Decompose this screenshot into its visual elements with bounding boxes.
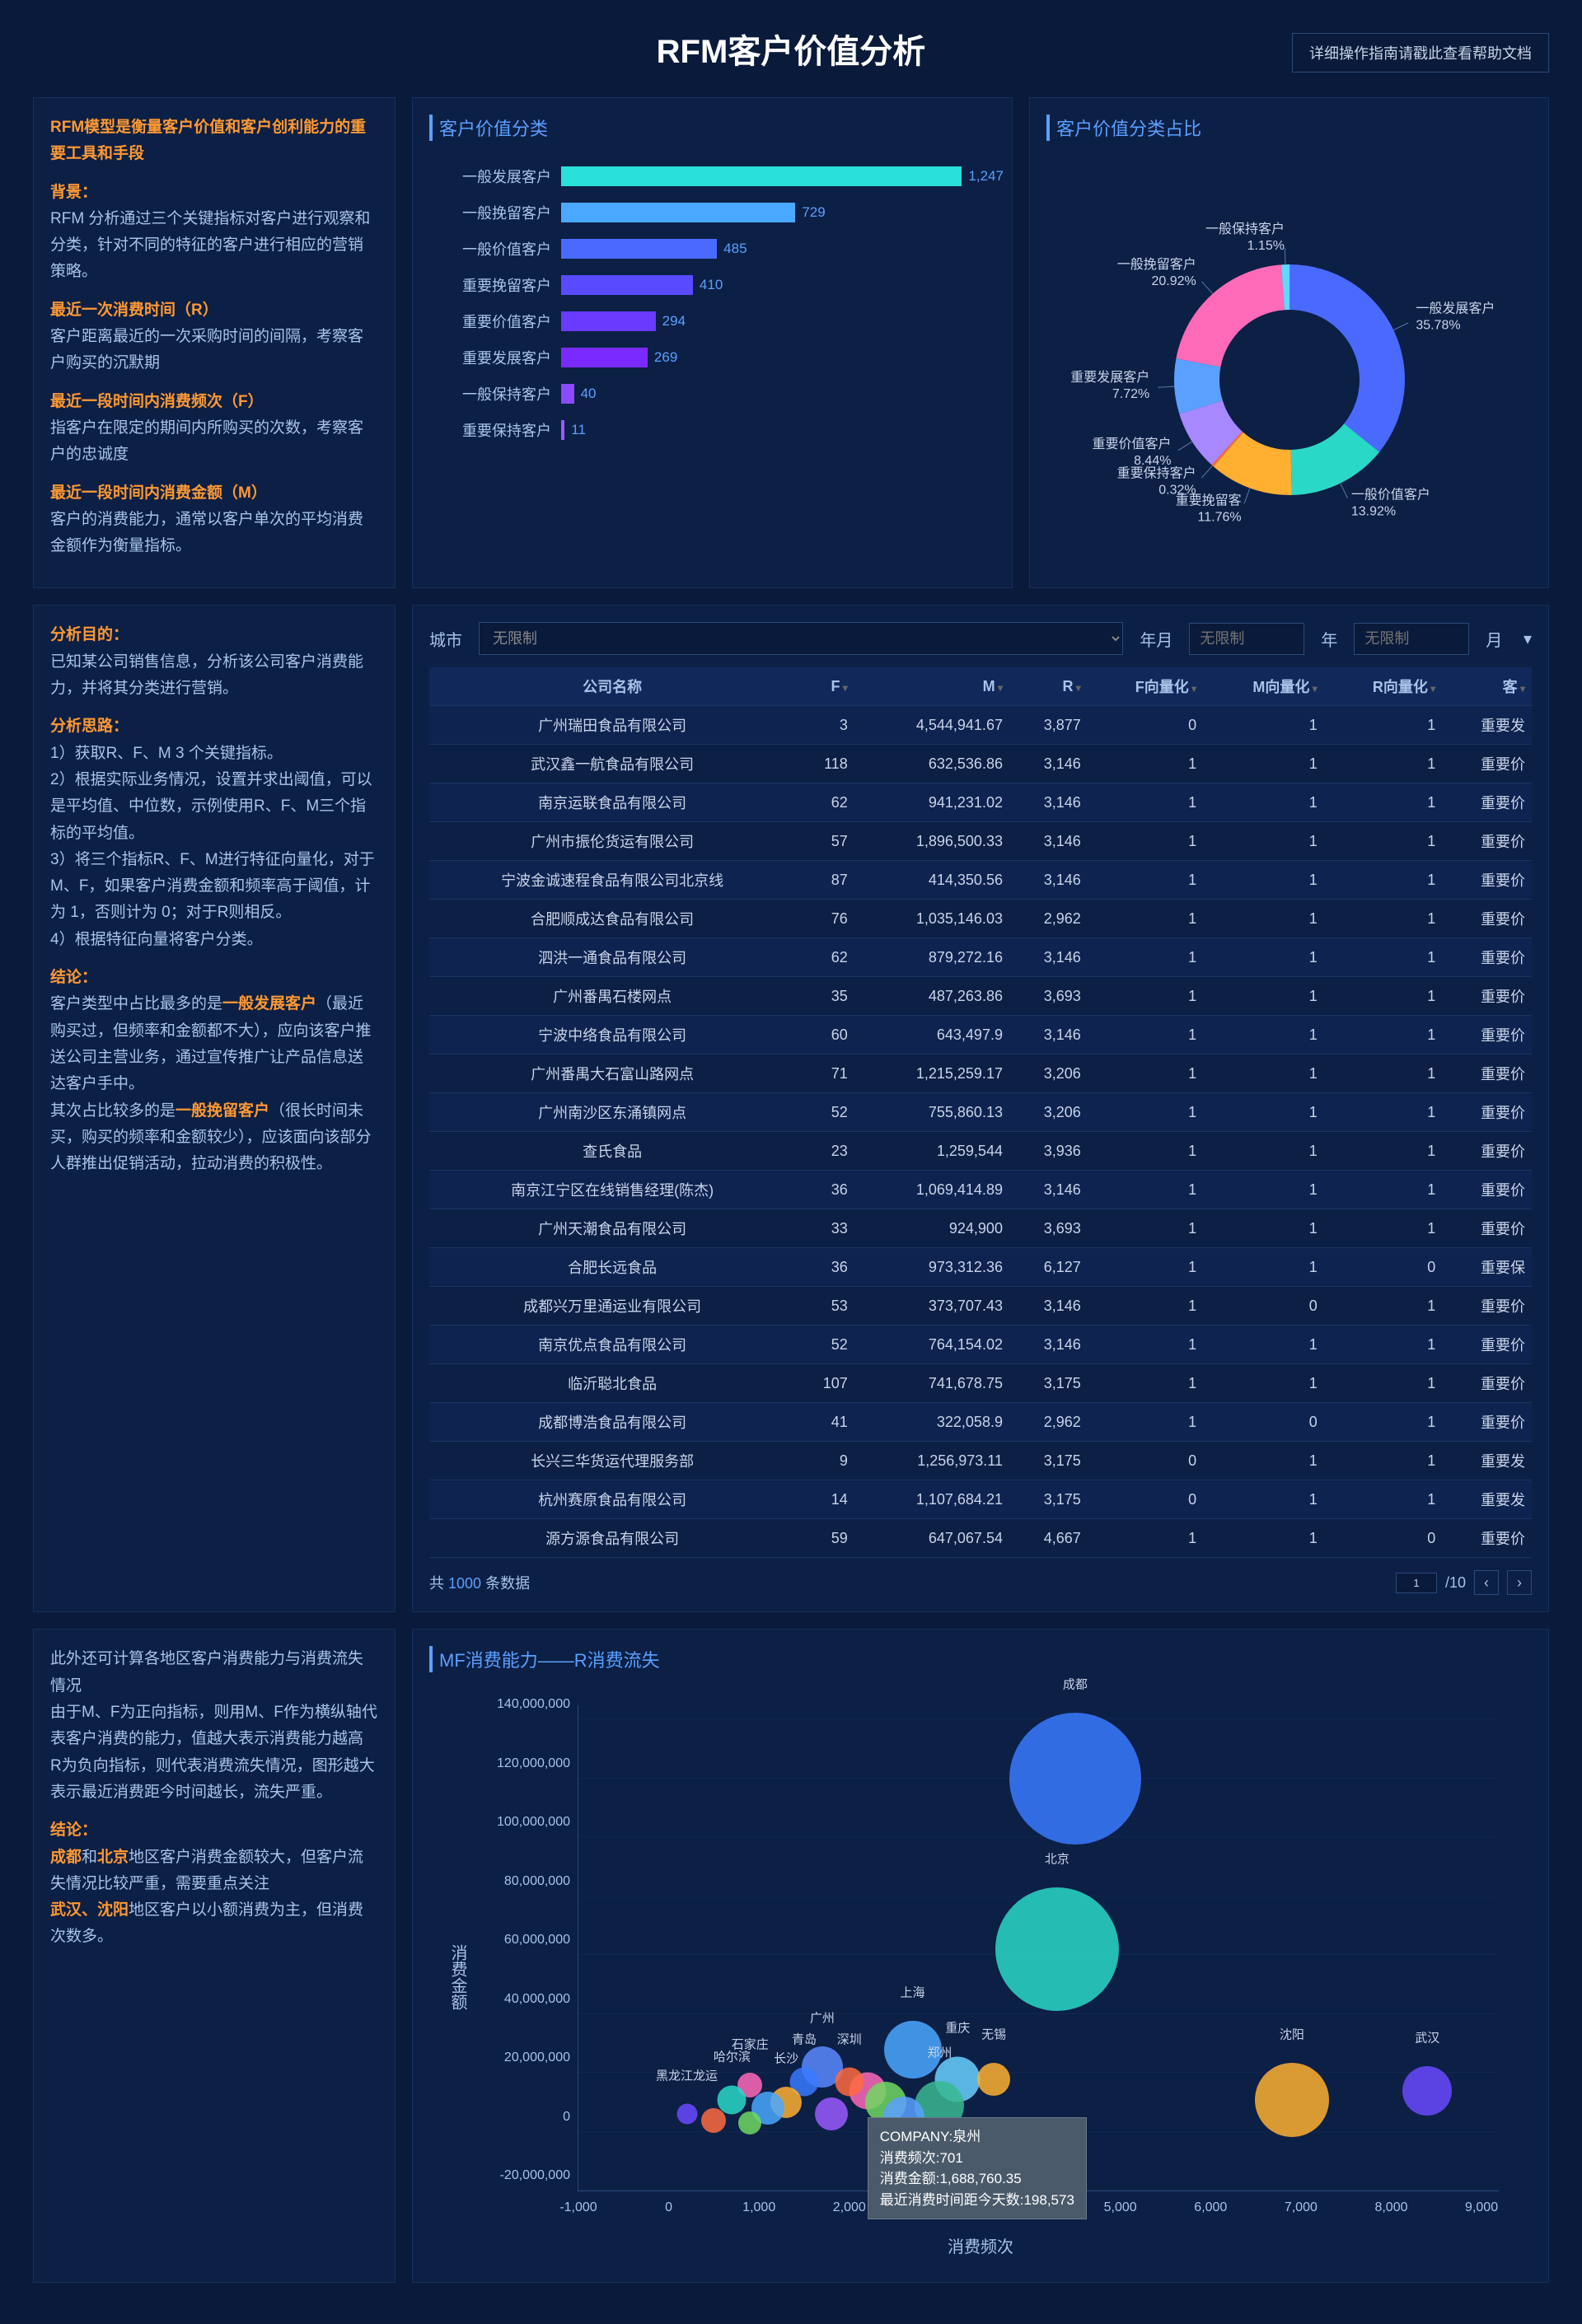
table-row[interactable]: 宁波金诚速程食品有限公司北京线87414,350.563,146111重要价 [429,861,1532,900]
table-header[interactable]: M向量化 [1203,667,1324,706]
svg-text:一般发展客户: 一般发展客户 [1416,302,1495,316]
city-select[interactable]: 无限制 [479,622,1123,655]
bar-row[interactable]: 重要挽留客户410 [446,274,979,296]
table-header[interactable]: M [854,667,1009,706]
table-row[interactable]: 广州番禺石楼网点35487,263.863,693111重要价 [429,977,1532,1016]
year-input[interactable] [1189,623,1304,655]
bubble-desc-panel: 此外还可计算各地区客户消费能力与消费流失情况 由于M、F为正向指标，则用M、F作… [33,1629,396,2283]
bubble-point[interactable] [835,2068,864,2097]
table-row[interactable]: 查氏食品231,259,5443,936111重要价 [429,1132,1532,1171]
table-row[interactable]: 武汉鑫一航食品有限公司118632,536.863,146111重要价 [429,745,1532,783]
table-row[interactable]: 合肥顺成达食品有限公司761,035,146.032,962111重要价 [429,900,1532,938]
header: RFM客户价值分析 详细操作指南请戳此查看帮助文档 [33,25,1549,72]
bubble-point[interactable] [718,2085,747,2114]
bubble-point[interactable] [738,2111,761,2135]
table-header[interactable]: R向量化 [1324,667,1442,706]
analysis-panel: 分析目的：已知某公司销售信息，分析该公司客户消费能力，并将其分类进行营销。 分析… [33,605,396,1612]
svg-text:重要发展客户: 重要发展客户 [1070,370,1149,385]
table-header[interactable]: F向量化 [1088,667,1203,706]
svg-text:35.78%: 35.78% [1416,319,1460,333]
bubble-point[interactable] [815,2097,848,2130]
bubble-point[interactable] [995,1887,1119,2011]
table-row[interactable]: 广州天潮食品有限公司33924,9003,693111重要价 [429,1209,1532,1248]
bar-row[interactable]: 一般价值客户485 [446,238,979,260]
svg-text:1.15%: 1.15% [1247,239,1284,253]
month-input[interactable] [1354,623,1469,655]
svg-text:20.92%: 20.92% [1151,274,1196,288]
help-link[interactable]: 详细操作指南请戳此查看帮助文档 [1292,33,1549,72]
prev-page-button[interactable]: ‹ [1474,1570,1499,1595]
svg-text:重要保持客户: 重要保持客户 [1116,466,1196,481]
table-row[interactable]: 南京优点食品有限公司52764,154.023,146111重要价 [429,1326,1532,1364]
bubble-point[interactable] [1009,1713,1141,1845]
bar-chart-title: 客户价值分类 [429,115,995,141]
table-row[interactable]: 成都兴万里通运业有限公司53373,707.433,146101重要价 [429,1287,1532,1326]
table-row[interactable]: 杭州赛原食品有限公司141,107,684.213,175011重要发 [429,1480,1532,1519]
table-row[interactable]: 长兴三华货运代理服务部91,256,973.113,175011重要发 [429,1442,1532,1480]
page-title: RFM客户价值分析 [657,25,926,72]
bar-row[interactable]: 重要保持客户11 [446,419,979,441]
x-axis-label: 消费频次 [948,2233,1013,2257]
bubble-point[interactable] [884,2021,942,2079]
bar-row[interactable]: 重要价值客户294 [446,311,979,332]
bar-chart-panel: 客户价值分类 一般发展客户1,247 一般挽留客户729 一般价值客户485 重要挽留… [412,97,1013,588]
table-row[interactable]: 成都博浩食品有限公司41322,058.92,962101重要价 [429,1403,1532,1442]
svg-text:一般保持客户: 一般保持客户 [1205,222,1284,236]
svg-text:重要价值客户: 重要价值客户 [1092,437,1171,451]
bubble-title: MF消费能力——R消费流失 [429,1646,1532,1672]
table-row[interactable]: 宁波中络食品有限公司60643,497.93,146111重要价 [429,1016,1532,1054]
page-input[interactable] [1396,1573,1437,1593]
svg-text:8.44%: 8.44% [1134,454,1171,468]
donut-slice[interactable] [1289,264,1405,452]
table-row[interactable]: 南京运联食品有限公司62941,231.023,146111重要价 [429,783,1532,822]
table-panel: 城市 无限制 年月 年 月 ▾ 公司名称FMRF向量化M向量化R向量化客 广州瑞… [412,605,1549,1612]
table-row[interactable]: 源方源食品有限公司59647,067.544,667110重要价 [429,1519,1532,1558]
bar-row[interactable]: 一般挽留客户729 [446,202,979,223]
svg-text:11.76%: 11.76% [1197,511,1241,525]
bubble-point[interactable] [676,2104,697,2125]
table-row[interactable]: 广州番禺大石富山路网点711,215,259.173,206111重要价 [429,1054,1532,1093]
next-page-button[interactable]: › [1507,1570,1532,1595]
bubble-point[interactable] [1255,2063,1329,2137]
bar-row[interactable]: 一般保持客户40 [446,383,979,404]
bubble-point[interactable] [1402,2066,1452,2116]
intro-panel: RFM模型是衡量客户价值和客户创利能力的重要工具和手段 背景：RFM 分析通过三… [33,97,396,588]
bubble-point[interactable] [701,2108,726,2133]
table-header[interactable]: R [1009,667,1088,706]
svg-text:一般挽留客户: 一般挽留客户 [1116,257,1196,272]
bubble-point[interactable] [977,2063,1010,2096]
table-row[interactable]: 广州市振伦货运有限公司571,896,500.333,146111重要价 [429,822,1532,861]
svg-text:一般价值客户: 一般价值客户 [1350,488,1430,503]
table-row[interactable]: 临沂聪北食品107741,678.753,175111重要价 [429,1364,1532,1403]
table-row[interactable]: 广州瑞田食品有限公司34,544,941.673,877011重要发 [429,706,1532,745]
table-row[interactable]: 泗洪一通食品有限公司62879,272.163,146111重要价 [429,938,1532,977]
bubble-tooltip: COMPANY:泉州消费频次:701消费金额:1,688,760.35最近消费时… [868,2117,1087,2219]
table-row[interactable]: 合肥长远食品36973,312.366,127110重要保 [429,1248,1532,1287]
table-header[interactable]: 公司名称 [429,667,795,706]
svg-text:7.72%: 7.72% [1112,387,1149,401]
svg-text:13.92%: 13.92% [1350,505,1395,519]
pager: /10 ‹ › [1396,1570,1532,1595]
svg-text:0.32%: 0.32% [1158,484,1196,498]
table-header[interactable]: F [795,667,854,706]
bar-row[interactable]: 重要发展客户269 [446,347,979,368]
bar-row[interactable]: 一般发展客户1,247 [446,166,979,187]
table-row[interactable]: 广州南沙区东涌镇网点52755,860.133,206111重要价 [429,1093,1532,1132]
data-table: 公司名称FMRF向量化M向量化R向量化客 广州瑞田食品有限公司34,544,94… [429,667,1532,1558]
table-row[interactable]: 南京江宁区在线销售经理(陈杰)361,069,414.893,146111重要价 [429,1171,1532,1209]
donut-title: 客户价值分类占比 [1046,115,1532,141]
filter-row: 城市 无限制 年月 年 月 ▾ [429,622,1532,655]
bubble-panel: MF消费能力——R消费流失 消费金额 -20,000,000020,000,00… [412,1629,1549,2283]
donut-panel: 客户价值分类占比 一般发展客户35.78%一般价值客户13.92%重要挽留客11… [1029,97,1549,588]
table-header[interactable]: 客 [1442,667,1532,706]
